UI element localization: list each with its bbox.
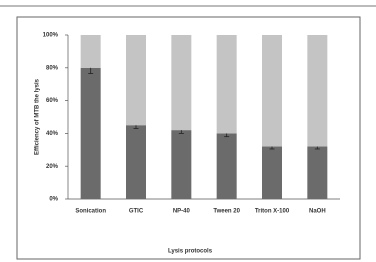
bar-segment <box>262 35 282 147</box>
y-tick-label: 80% <box>46 65 59 71</box>
bar-segment <box>307 146 328 199</box>
y-tick-label: 0% <box>49 197 58 203</box>
y-tick-label: 20% <box>46 164 59 170</box>
y-tick-label: 100% <box>43 33 59 39</box>
bar-segment <box>216 133 237 199</box>
x-tick-label: Triton X-100 <box>255 209 290 215</box>
bar-segment <box>171 130 192 199</box>
x-tick-label: Tween 20 <box>213 209 240 215</box>
y-tick-label: 60% <box>46 98 59 104</box>
bar-segment <box>126 125 146 199</box>
x-tick-label: Sonication <box>75 209 106 215</box>
x-axis-title: Lysis protocols <box>168 249 213 255</box>
x-tick-label: NaOH <box>309 209 326 215</box>
y-axis-title: Efficiency of MTB the lysis <box>35 78 41 155</box>
x-tick-label: NP-40 <box>173 209 191 215</box>
y-tick-label: 40% <box>46 131 59 137</box>
x-tick-label: GTIC <box>129 209 144 215</box>
bar-segment <box>307 35 328 147</box>
bar-segment <box>171 35 192 131</box>
bar-segment <box>126 35 146 126</box>
bar-segment <box>216 35 237 134</box>
bar-segment <box>80 67 101 199</box>
bar-segment <box>262 146 282 199</box>
bar-segment <box>80 35 101 68</box>
